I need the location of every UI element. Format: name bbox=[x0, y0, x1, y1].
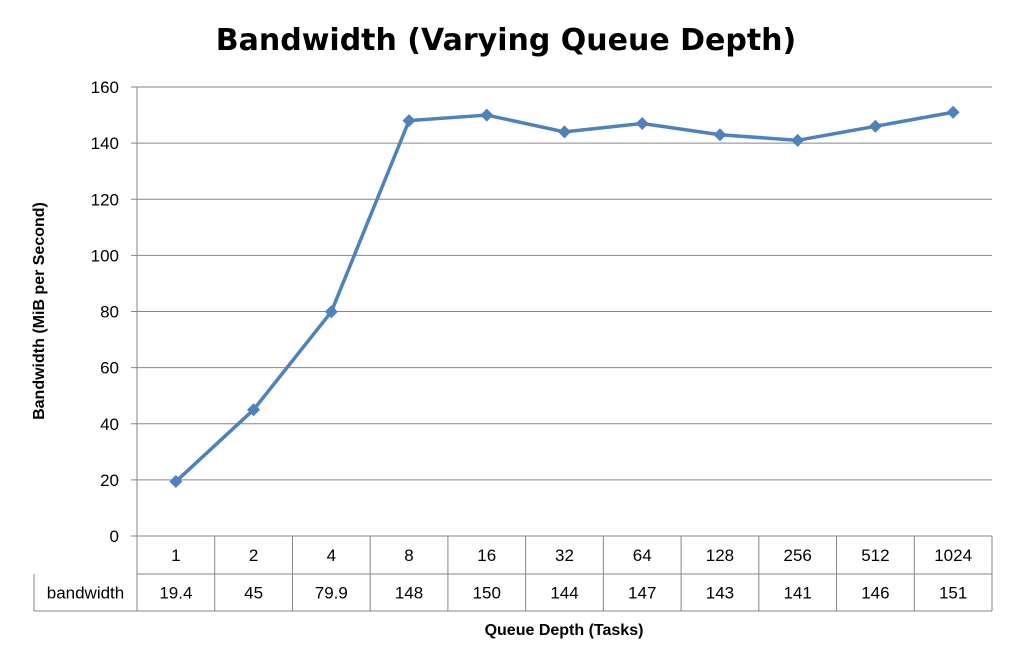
table-value-cell: 141 bbox=[783, 584, 811, 603]
table-value-cell: 148 bbox=[395, 584, 423, 603]
table-value-cell: 19.4 bbox=[159, 584, 192, 603]
y-axis-title: Bandwidth (MiB per Second) bbox=[31, 202, 48, 420]
table-series-label: bandwidth bbox=[47, 584, 125, 603]
x-tick-label: 4 bbox=[327, 546, 336, 565]
x-tick-label: 64 bbox=[633, 546, 652, 565]
table-value-cell: 146 bbox=[861, 584, 889, 603]
y-tick-label: 80 bbox=[100, 303, 119, 322]
data-point-marker bbox=[946, 105, 960, 119]
table-value-cell: 79.9 bbox=[315, 584, 348, 603]
x-tick-label: 1 bbox=[171, 546, 180, 565]
table-value-cell: 45 bbox=[244, 584, 263, 603]
data-point-marker bbox=[558, 125, 571, 139]
y-tick-label: 140 bbox=[91, 134, 119, 153]
y-tick-label: 0 bbox=[110, 527, 119, 546]
chart-title: Bandwidth (Varying Queue Depth) bbox=[216, 23, 797, 58]
y-tick-label: 160 bbox=[91, 78, 119, 97]
x-tick-label: 256 bbox=[783, 546, 811, 565]
data-point-marker bbox=[791, 133, 805, 147]
table-value-cell: 147 bbox=[628, 584, 656, 603]
table-value-cell: 144 bbox=[550, 584, 578, 603]
table-value-cell: 151 bbox=[939, 584, 967, 603]
y-tick-label: 20 bbox=[100, 471, 119, 490]
y-tick-label: 100 bbox=[91, 246, 119, 265]
y-tick-label: 60 bbox=[100, 359, 119, 378]
data-point-marker bbox=[324, 305, 338, 319]
data-point-marker bbox=[169, 475, 183, 489]
x-tick-label: 512 bbox=[861, 546, 889, 565]
data-point-marker bbox=[480, 108, 494, 122]
x-axis-title: Queue Depth (Tasks) bbox=[485, 622, 644, 639]
data-point-marker bbox=[868, 119, 882, 133]
data-table: bandwidth 1 19.4 2 45 4 79.9 8 148 16 150 32 144 64 14… bbox=[33, 536, 993, 612]
x-tick-label: 32 bbox=[555, 546, 574, 565]
x-tick-label: 16 bbox=[477, 546, 496, 565]
table-value-cell: 143 bbox=[706, 584, 734, 603]
series-line-bandwidth bbox=[174, 110, 954, 483]
y-tick-label: 40 bbox=[100, 415, 119, 434]
data-point-marker bbox=[247, 403, 261, 417]
x-tick-label: 1024 bbox=[934, 546, 972, 565]
data-point-marker bbox=[635, 116, 649, 130]
x-tick-label: 2 bbox=[249, 546, 258, 565]
x-tick-label: 128 bbox=[706, 546, 734, 565]
y-tick-label: 120 bbox=[91, 190, 119, 209]
y-tick-labels: 0 20 40 60 80 100 120 140 160 bbox=[91, 78, 119, 546]
data-point-marker bbox=[402, 114, 416, 128]
gridlines bbox=[131, 86, 992, 611]
data-point-marker bbox=[713, 128, 727, 142]
series-bandwidth bbox=[169, 105, 960, 489]
table-value-cell: 150 bbox=[473, 584, 501, 603]
x-tick-label: 8 bbox=[404, 546, 413, 565]
